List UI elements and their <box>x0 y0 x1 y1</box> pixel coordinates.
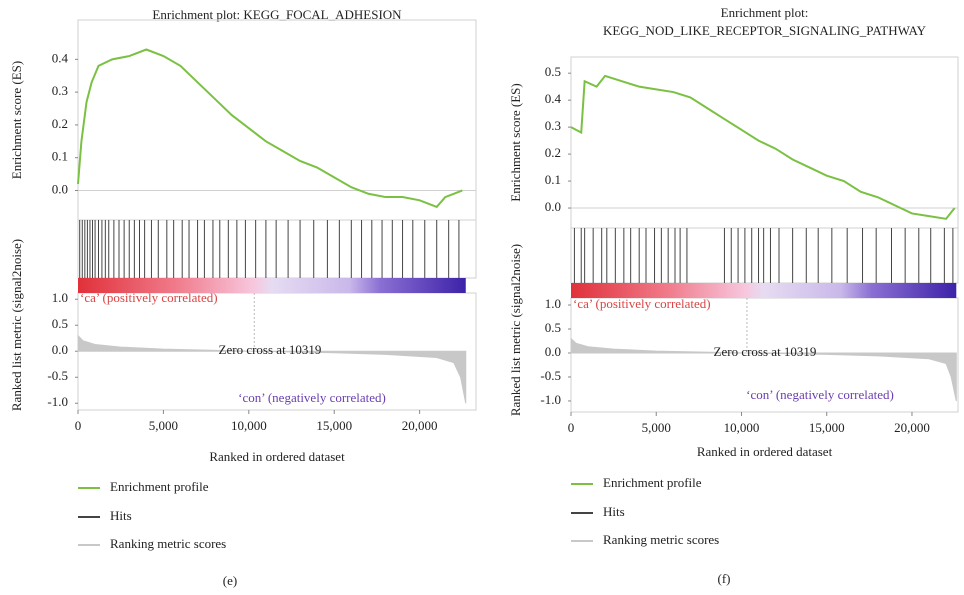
legend-label: Ranking metric scores <box>110 536 226 551</box>
y-tick-label: 0.1 <box>545 172 561 187</box>
y2-axis-label: Ranked list metric (signal2noise) <box>508 244 523 416</box>
ranking-metric-area <box>77 334 467 404</box>
legend-label: Hits <box>603 504 625 519</box>
x-tick-label: 5,000 <box>149 418 178 433</box>
y-tick-label: 0.1 <box>52 149 68 164</box>
y2-tick-label: 1.0 <box>545 296 561 311</box>
x-axis-label: Ranked in ordered dataset <box>209 449 345 464</box>
y2-tick-label: -1.0 <box>540 392 561 407</box>
x-tick-label: 0 <box>568 420 575 435</box>
y-tick-label: 0.0 <box>52 181 68 196</box>
legend-label: Hits <box>110 508 132 523</box>
y2-tick-label: 0.0 <box>545 344 561 359</box>
y2-tick-label: 0.5 <box>545 320 561 335</box>
x-tick-label: 15,000 <box>809 420 845 435</box>
legend-label: Ranking metric scores <box>603 532 719 547</box>
x-tick-label: 10,000 <box>231 418 267 433</box>
legend-label: Enrichment profile <box>603 475 702 490</box>
y-tick-label: 0.3 <box>52 83 68 98</box>
y2-tick-label: 0.0 <box>52 342 68 357</box>
y2-tick-label: 1.0 <box>52 290 68 305</box>
annotation: Zero cross at 10319 <box>714 344 817 359</box>
x-tick-label: 5,000 <box>642 420 671 435</box>
chart-title: KEGG_NOD_LIKE_RECEPTOR_SIGNALING_PATHWAY <box>603 23 927 38</box>
panel-label: (e) <box>223 573 237 588</box>
rank-colorbar <box>571 283 957 298</box>
panel-frame <box>570 227 959 284</box>
y2-tick-label: -0.5 <box>47 368 68 383</box>
rank-colorbar <box>78 278 466 293</box>
x-tick-label: 10,000 <box>724 420 760 435</box>
y-axis-label: Enrichment score (ES) <box>508 83 523 201</box>
y-tick-label: 0.5 <box>545 64 561 79</box>
annotation: ‘con’ (negatively correlated) <box>746 387 894 402</box>
x-tick-label: 20,000 <box>402 418 438 433</box>
panel-frame <box>77 219 477 279</box>
y2-tick-label: -0.5 <box>540 368 561 383</box>
annotation: ‘ca’ (positively correlated) <box>573 296 711 311</box>
y-tick-label: 0.4 <box>52 50 69 65</box>
annotation: ‘con’ (negatively correlated) <box>238 390 386 405</box>
x-axis-label: Ranked in ordered dataset <box>697 444 833 459</box>
y2-tick-label: 0.5 <box>52 316 68 331</box>
chart-title: Enrichment plot: <box>721 5 809 20</box>
panel-label: (f) <box>718 571 731 586</box>
x-tick-label: 20,000 <box>894 420 930 435</box>
chart-title: Enrichment plot: KEGG_FOCAL_ADHESION <box>152 7 402 22</box>
y-tick-label: 0.2 <box>52 116 68 131</box>
y-tick-label: 0.2 <box>545 145 561 160</box>
annotation: ‘ca’ (positively correlated) <box>80 290 218 305</box>
y-tick-label: 0.0 <box>545 199 561 214</box>
y-axis-label: Enrichment score (ES) <box>9 61 24 179</box>
legend-label: Enrichment profile <box>110 479 209 494</box>
annotation: Zero cross at 10319 <box>219 342 322 357</box>
x-tick-label: 15,000 <box>316 418 352 433</box>
x-tick-label: 0 <box>75 418 82 433</box>
ranking-metric-area <box>570 337 957 402</box>
y-tick-label: 0.3 <box>545 118 561 133</box>
y2-axis-label: Ranked list metric (signal2noise) <box>9 239 24 411</box>
enrichment-line <box>570 74 956 220</box>
y2-tick-label: -1.0 <box>47 394 68 409</box>
enrichment-line <box>77 48 463 209</box>
y-tick-label: 0.4 <box>545 91 562 106</box>
